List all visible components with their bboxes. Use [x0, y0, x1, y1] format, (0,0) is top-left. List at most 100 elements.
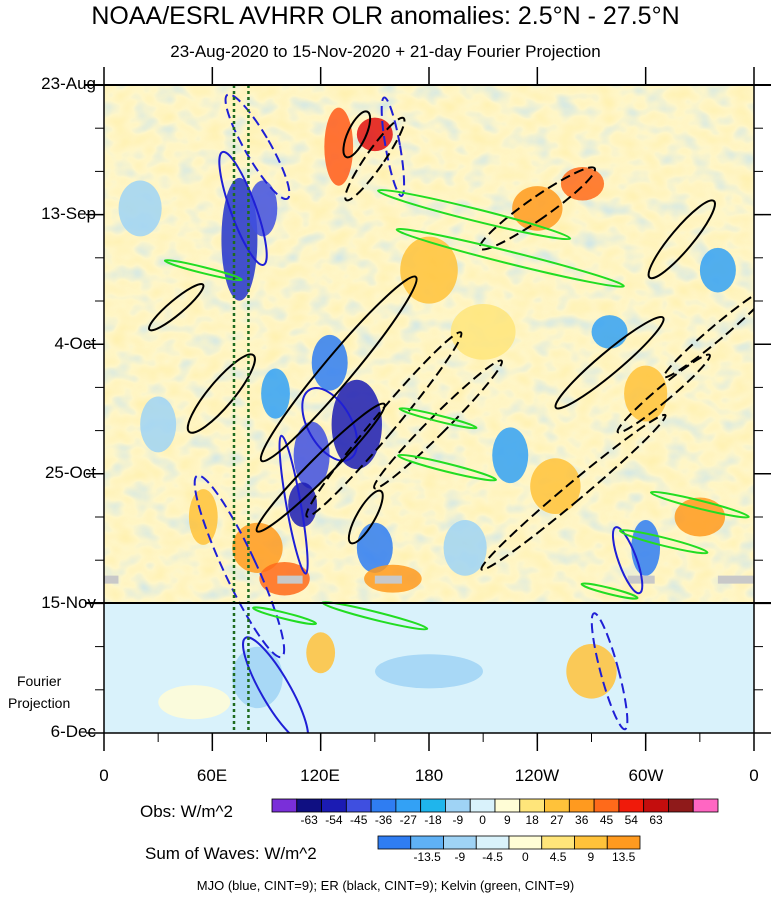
projection-anomaly-region [566, 644, 617, 699]
er-wave-contour [186, 353, 256, 434]
obs-colorbar-tick-label: 63 [649, 813, 663, 827]
y-tick-label: 25-Oct [44, 463, 96, 482]
obs-colorbar-swatch [445, 798, 471, 813]
obs-colorbar-tick-label: -36 [374, 813, 393, 827]
waves-colorbar-swatch [443, 835, 477, 850]
er-wave-contour [480, 413, 667, 571]
obs-anomaly-region [674, 497, 726, 537]
waves-colorbar-swatch [377, 835, 412, 850]
obs-colorbar-swatch [271, 798, 298, 813]
y-tick-label: 6-Dec [50, 722, 96, 741]
x-tick-label: 60E [196, 766, 228, 785]
obs-anomaly-region [560, 167, 605, 201]
y-tick-label: 15-Nov [41, 593, 96, 612]
waves-colorbar-tick-label: 0 [522, 850, 529, 864]
kelvin-wave-contour [395, 227, 625, 288]
kelvin-wave-contour [619, 529, 709, 555]
obs-colorbar-tick-label: -27 [399, 813, 417, 827]
waves-colorbar-tick-label: 13.5 [611, 850, 636, 864]
obs-colorbar-tick-label: -63 [300, 813, 318, 827]
y-tick-label: 23-Aug [41, 74, 96, 93]
waves-colorbar-title: Sum of Waves: W/m^2 [145, 844, 317, 863]
projection-anomaly-region [232, 646, 283, 709]
obs-anomaly-region [311, 334, 348, 391]
waves-colorbar-tick-label: 9 [587, 850, 595, 864]
er-wave-contour [647, 199, 716, 280]
kelvin-wave-contour [163, 259, 243, 282]
x-tick-label: 0 [749, 766, 759, 785]
mjo-wave-contour [380, 96, 406, 197]
waves-colorbar-swatch [508, 835, 543, 850]
waves-colorbar-swatch [410, 835, 444, 850]
obs-colorbar-title: Obs: W/m^2 [140, 802, 233, 821]
er-wave-contour [663, 285, 754, 379]
obs-anomaly-region [293, 421, 330, 489]
projection-label-line: Projection [8, 695, 71, 711]
obs-colorbar-swatch [395, 798, 422, 813]
projection-anomaly-region [158, 685, 231, 720]
kelvin-wave-contour [649, 490, 750, 519]
mjo-wave-contour [242, 636, 310, 733]
obs-anomaly-region [631, 519, 661, 576]
projection-anomaly-region [306, 632, 336, 674]
obs-anomaly-region [624, 365, 668, 422]
missing-data-band [104, 575, 119, 584]
obs-colorbar-tick-label: 54 [624, 813, 638, 827]
x-tick-label: 60W [628, 766, 664, 785]
obs-anomaly-region [324, 107, 354, 186]
obs-anomaly-region [356, 117, 393, 152]
er-wave-contour [347, 489, 384, 545]
obs-anomaly-region [188, 489, 218, 545]
obs-colorbar-swatch [593, 798, 620, 813]
mjo-wave-contour [301, 387, 359, 462]
obs-colorbar-tick-label: 36 [575, 813, 589, 827]
waves-colorbar-tick-label: -9 [454, 850, 466, 864]
mjo-wave-contour [590, 612, 629, 731]
obs-colorbar-tick-label: 27 [550, 813, 564, 827]
kelvin-wave-contour [252, 606, 318, 626]
y-tick-label: 13-Sep [41, 204, 96, 223]
obs-anomaly-region [118, 180, 162, 237]
obs-colorbar-tick-label: 0 [479, 813, 486, 827]
waves-colorbar-tick-label: -4.5 [482, 850, 503, 864]
x-tick-label: 120E [300, 766, 340, 785]
missing-data-band [277, 575, 303, 584]
waves-colorbar-swatch [606, 835, 641, 850]
er-wave-contour [255, 402, 386, 533]
obs-colorbar-tick-label: -18 [424, 813, 442, 827]
er-wave-contour [148, 283, 205, 332]
er-wave-contour [373, 359, 503, 490]
obs-colorbar-tick-label: 45 [599, 813, 614, 827]
obs-anomaly-region [232, 522, 283, 573]
waves-colorbar-tick-label: -13.5 [413, 850, 441, 864]
obs-anomaly-region [356, 522, 393, 573]
obs-colorbar-swatch [568, 798, 595, 813]
obs-anomaly-region [331, 379, 382, 470]
missing-data-band [717, 575, 754, 584]
kelvin-wave-contour [397, 453, 497, 482]
y-tick-label: 4-Oct [54, 334, 96, 353]
kelvin-wave-contour [580, 582, 639, 600]
obs-colorbar-swatch [420, 798, 446, 813]
obs-colorbar-swatch [494, 798, 521, 813]
mjo-wave-contour [278, 434, 309, 575]
obs-anomaly-region [591, 315, 628, 349]
obs-colorbar-swatch [692, 798, 719, 813]
obs-colorbar-swatch [296, 798, 322, 813]
obs-colorbar-swatch [544, 798, 570, 813]
obs-anomaly-region [140, 396, 177, 453]
mjo-wave-contour [224, 93, 291, 201]
obs-colorbar-tick-label: -45 [350, 813, 368, 827]
obs-colorbar-tick-label: -9 [452, 813, 464, 827]
obs-colorbar-swatch [618, 798, 645, 813]
mjo-wave-contour [193, 474, 286, 659]
obs-colorbar-tick-label: -54 [325, 813, 343, 827]
obs-colorbar-swatch [321, 798, 347, 813]
obs-colorbar-tick-label: 18 [525, 813, 539, 827]
obs-anomaly-region [492, 427, 529, 484]
wave-legend-note: MJO (blue, CINT=9); ER (black, CINT=9); … [196, 878, 575, 893]
obs-colorbar-swatch [519, 798, 545, 813]
obs-anomaly-region [261, 368, 290, 419]
waves-colorbar-swatch [475, 835, 510, 850]
obs-colorbar-swatch [370, 798, 397, 813]
